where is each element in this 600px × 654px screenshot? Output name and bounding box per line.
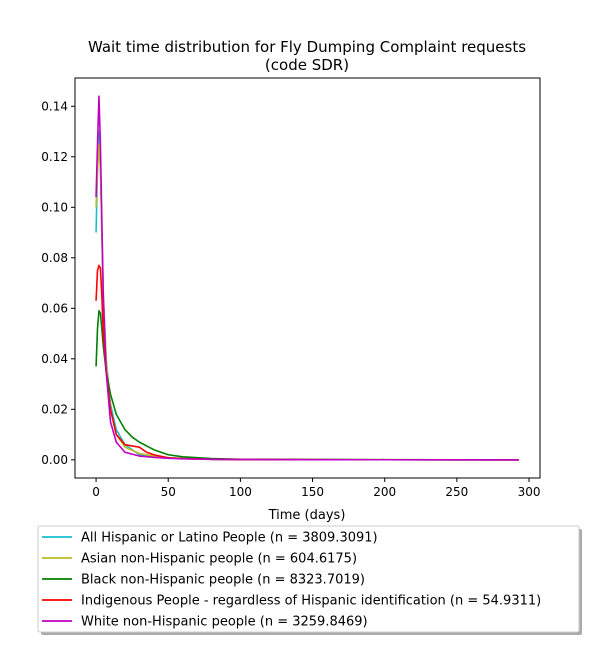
legend: All Hispanic or Latino People (n = 3809.… (37, 525, 582, 635)
x-tick-label: 0 (92, 485, 100, 499)
x-tick-label: 250 (445, 485, 468, 499)
x-axis-label: Time (days) (268, 508, 346, 523)
series-line-2 (95, 310, 519, 461)
legend-label-0: All Hispanic or Latino People (n = 3809.… (81, 531, 378, 546)
y-tick-label: 0.02 (41, 402, 68, 416)
x-axis-ticks: 0 50 100 150 200 250 300 (92, 478, 540, 499)
chart-title-line-2: (code SDR) (265, 56, 349, 74)
y-tick-label: 0.10 (41, 200, 68, 214)
y-tick-label: 0.08 (41, 251, 68, 265)
legend-label-2: Black non-Hispanic people (n = 8323.7019… (81, 573, 365, 588)
x-tick-label: 50 (161, 485, 176, 499)
y-tick-label: 0.14 (41, 99, 68, 113)
legend-label-1: Asian non-Hispanic people (n = 604.6175) (81, 552, 357, 567)
y-tick-label: 0.06 (41, 301, 68, 315)
y-tick-label: 0.00 (41, 453, 68, 467)
legend-label-3: Indigenous People - regardless of Hispan… (81, 594, 541, 609)
x-tick-label: 300 (518, 485, 541, 499)
legend-box (37, 525, 580, 633)
plot-frame (74, 77, 541, 479)
chart-title-line-1: Wait time distribution for Fly Dumping C… (88, 38, 526, 56)
legend-items: All Hispanic or Latino People (n = 3809.… (42, 531, 541, 630)
series-line-1 (95, 143, 519, 461)
x-tick-label: 100 (229, 485, 252, 499)
legend-label-4: White non-Hispanic people (n = 3259.8469… (81, 615, 368, 630)
plot-lines (95, 95, 519, 461)
series-line-3 (95, 264, 519, 461)
x-tick-label: 200 (373, 485, 396, 499)
y-tick-label: 0.12 (41, 150, 68, 164)
series-line-4 (95, 95, 519, 461)
x-tick-label: 150 (301, 485, 324, 499)
series-line-0 (95, 130, 519, 461)
y-axis-ticks: 0.00 0.02 0.04 0.06 0.08 0.10 0.12 0.14 (41, 99, 75, 467)
y-tick-label: 0.04 (41, 352, 68, 366)
